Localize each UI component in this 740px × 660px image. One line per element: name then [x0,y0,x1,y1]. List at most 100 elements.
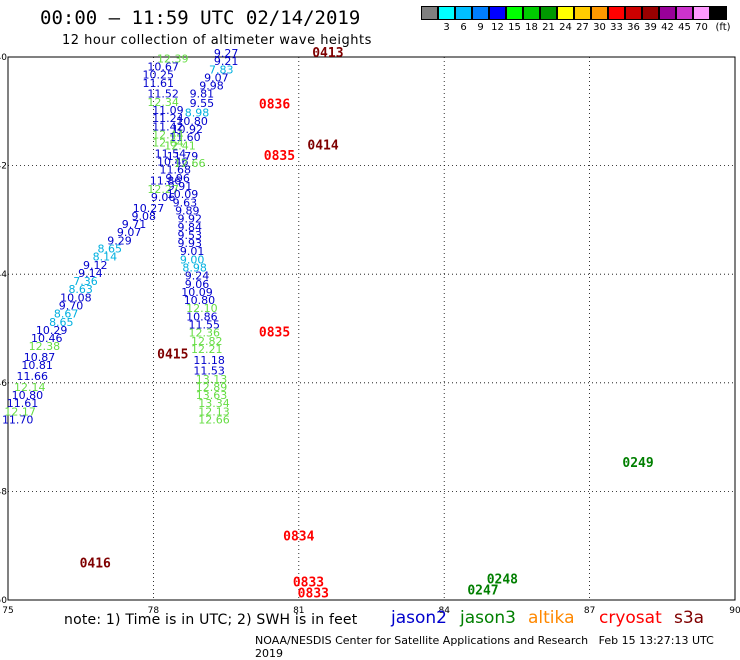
scale-label: 36 [627,22,640,33]
swh-label: 9.92 [178,213,203,226]
track-time-label: 0413 [312,46,343,61]
swh-label: 12.89 [196,381,228,394]
swh-label: 10.46 [31,332,63,345]
scale-label: 42 [661,22,674,33]
track-time-label: 0248 [487,573,518,588]
swh-label: 9.70 [59,299,84,312]
swh-label: 12.14 [14,381,46,394]
swh-label: 10.80 [12,389,44,402]
swh-label: 11.79 [167,150,199,163]
swh-label: 12.66 [174,157,206,170]
swh-label: 12.44 [152,128,184,141]
x-tick-label: 90 [729,606,740,616]
scale-label: 12 [491,22,504,33]
footnote: note: 1) Time is in UTC; 2) SWH is in fe… [64,612,358,628]
scale-label: 27 [576,22,589,33]
swh-label: 7.36 [73,275,98,288]
scale-swatch [659,6,676,20]
footer-credit: NOAA/NESDIS Center for Satellite Applica… [255,634,740,660]
x-tick-label: 87 [584,606,595,616]
plot-frame [7,56,736,601]
swh-label: 8.65 [49,316,74,329]
swh-label: 9.81 [190,88,215,101]
scale-label: 30 [593,22,606,33]
x-tick-label: 84 [438,606,450,616]
y-tick-label: -50 [0,596,7,606]
track-time-label: 0416 [80,556,111,571]
swh-label: 7.83 [209,63,234,76]
scale-label: 3 [443,22,450,33]
chart-title: 00:00 – 11:59 UTC 02/14/2019 [40,7,361,29]
scale-swatch [625,6,642,20]
swh-label: 13.34 [198,397,230,410]
scale-swatch [506,6,523,20]
y-tick-label: -40 [0,53,7,63]
legend-jason2: jason2 [391,608,447,628]
swh-label: 10.81 [21,359,53,372]
swh-label: 9.27 [214,47,239,60]
y-tick-label: -42 [0,162,7,172]
swh-label: 9.07 [117,226,142,239]
swh-label: 10.27 [133,202,165,215]
track-time-label: 0835 [264,149,295,164]
scale-swatch [642,6,659,20]
y-tick-label: -46 [0,379,7,389]
track-time-label: 0249 [622,456,653,471]
swh-label: 8.98 [185,107,210,120]
scale-label: 21 [542,22,555,33]
swh-label: 11.18 [193,354,225,367]
track-time-label: 0834 [283,529,314,544]
swh-label: 10.08 [60,291,92,304]
swh-label: 9.14 [78,267,103,280]
swh-label: 11.61 [7,397,39,410]
swh-label: 11.61 [142,77,174,90]
swh-label: 10.92 [172,123,204,136]
swh-label: 9.24 [185,270,210,283]
swh-label: 11.09 [152,104,184,117]
legend-altika: altika [528,608,575,628]
swh-label: 9.63 [173,196,198,209]
swh-label: 12.39 [157,52,189,65]
swh-label: 8.65 [98,242,123,255]
swh-label: 9.93 [178,237,203,250]
swh-label: 12.21 [191,343,223,356]
swh-label: 11.42 [152,120,184,133]
track-time-label: 0415 [157,347,188,362]
scale-label: 9 [477,22,484,33]
swh-label: 11.52 [147,88,179,101]
track-time-label: 0833 [298,586,329,601]
swh-label: 9.91 [168,180,193,193]
scale-label: 45 [678,22,691,33]
swh-label: 9.01 [180,245,205,258]
swh-label: 11.55 [189,319,221,332]
scale-swatch [693,6,710,20]
swh-label: 11.70 [2,414,34,427]
swh-label: 8.63 [68,283,93,296]
scale-unit: (ft) [715,22,731,33]
swh-label: 9.29 [107,234,132,247]
scale-swatch [489,6,506,20]
scale-label: 33 [610,22,623,33]
swh-label: 9.84 [178,221,203,234]
x-tick-label: 75 [2,606,13,616]
scale-swatch [608,6,625,20]
swh-label: 10.80 [184,294,216,307]
swh-label: 10.25 [142,69,174,82]
chart-subtitle: 12 hour collection of altimeter wave hei… [62,33,372,48]
swh-label: 9.07 [204,71,229,84]
track-time-label: 0414 [307,138,338,153]
swh-label: 13.63 [196,389,228,402]
legend-s3a: s3a [674,608,705,628]
scale-label: 6 [460,22,467,33]
scale-label: 24 [559,22,572,33]
swh-label: 9.53 [178,229,203,242]
swh-label: 12.34 [147,96,179,109]
swh-label: 12.82 [191,335,223,348]
footer-source: NOAA/NESDIS Center for Satellite Applica… [255,634,589,647]
swh-label: 11.54 [155,147,187,160]
swh-label: 8.14 [93,251,118,264]
scale-swatch [540,6,557,20]
scale-label: 15 [508,22,521,33]
swh-label: 10.29 [36,324,68,337]
